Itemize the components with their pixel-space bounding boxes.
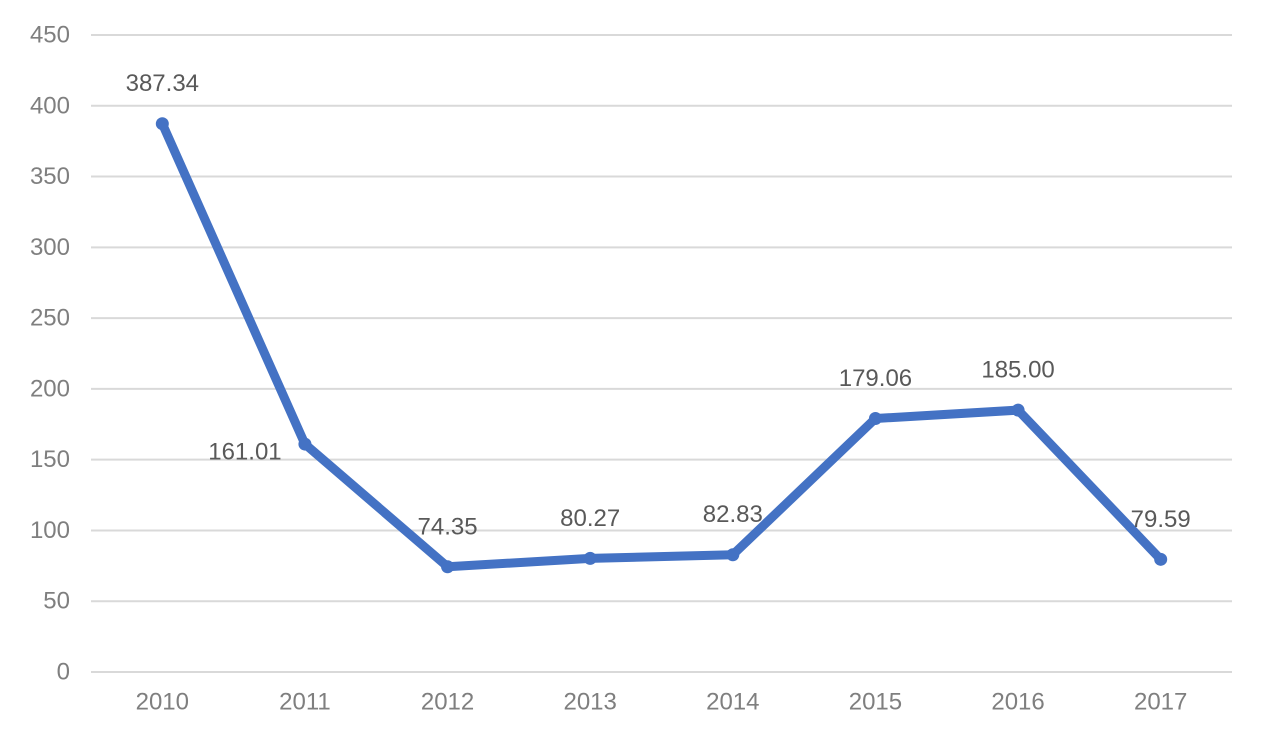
data-label: 82.83 — [703, 501, 763, 528]
y-tick-label: 50 — [43, 588, 70, 615]
x-tick-label: 2010 — [136, 689, 189, 716]
y-tick-label: 0 — [57, 659, 70, 686]
x-tick-label: 2012 — [421, 689, 474, 716]
data-point — [298, 437, 312, 451]
x-tick-label: 2016 — [991, 689, 1044, 716]
data-point — [155, 117, 169, 131]
data-label: 74.35 — [418, 513, 478, 540]
data-point — [1154, 552, 1168, 566]
data-label: 80.27 — [560, 505, 620, 532]
y-tick-label: 450 — [30, 22, 70, 49]
data-label: 79.59 — [1131, 506, 1191, 533]
data-label: 185.00 — [981, 357, 1054, 384]
gridlines — [91, 34, 1232, 673]
x-tick-label: 2015 — [849, 689, 902, 716]
x-tick-label: 2017 — [1134, 689, 1187, 716]
y-axis-tick-labels: 0 50 100 150 200 250 300 350 400 450 — [30, 22, 70, 686]
x-tick-label: 2014 — [706, 689, 759, 716]
x-tick-label: 2013 — [563, 689, 616, 716]
y-tick-label: 100 — [30, 517, 70, 544]
data-label: 161.01 — [208, 439, 281, 466]
data-points — [155, 117, 1168, 574]
y-tick-label: 300 — [30, 234, 70, 261]
data-point — [868, 412, 882, 426]
data-point — [583, 551, 597, 565]
data-label: 387.34 — [126, 70, 199, 97]
data-label: 179.06 — [839, 365, 912, 392]
y-tick-label: 150 — [30, 446, 70, 473]
series-line — [157, 119, 1166, 572]
data-point — [1011, 403, 1025, 417]
data-labels: 387.34 161.01 74.35 80.27 82.83 179.06 185.00 7… — [126, 70, 1191, 540]
y-tick-label: 350 — [30, 163, 70, 190]
y-tick-label: 250 — [30, 305, 70, 332]
data-point — [726, 548, 740, 562]
series-line-path — [157, 119, 1166, 572]
y-tick-label: 200 — [30, 375, 70, 402]
x-axis-tick-labels: 2010 2011 2012 2013 2014 2015 2016 2017 — [136, 689, 1188, 716]
x-tick-label: 2011 — [279, 689, 331, 716]
y-tick-label: 400 — [30, 92, 70, 119]
data-point — [441, 560, 455, 574]
